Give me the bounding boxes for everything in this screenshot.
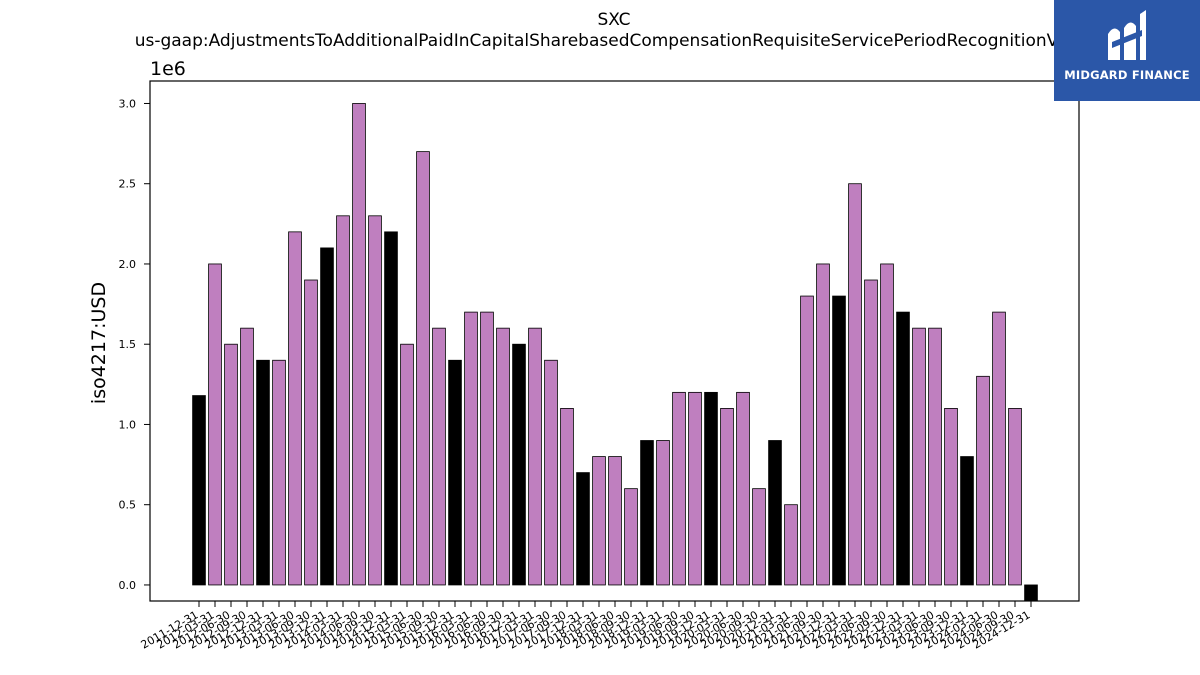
bar-2012-03-31 [208, 263, 222, 586]
y-tick-label: 3.0 [119, 97, 137, 110]
bar-2020-09-30 [752, 488, 766, 586]
bar-2023-12-31 [960, 456, 974, 586]
bar-2016-06-30 [480, 311, 494, 586]
bar-2021-03-31 [784, 504, 798, 586]
bar-2018-03-31 [592, 456, 606, 586]
bar-2020-06-30 [736, 391, 750, 586]
bar-2015-09-30 [432, 327, 446, 586]
bar-2018-09-30 [624, 488, 638, 586]
bar-2014-06-30 [352, 103, 366, 586]
bar-2014-09-30 [368, 215, 382, 586]
bar-2017-12-31 [576, 472, 590, 586]
bar-2021-06-30 [800, 295, 814, 586]
bar-2015-06-30 [416, 151, 430, 586]
bar-2013-06-30 [288, 231, 302, 586]
bar-2022-12-31 [896, 311, 910, 586]
y-axis-label: iso4217:USD [88, 282, 110, 404]
bar-2023-09-30 [944, 408, 958, 586]
bar-2012-12-31 [256, 359, 270, 586]
plot-frame [149, 80, 1080, 602]
midgard-logo-icon [1108, 10, 1146, 61]
bar-2023-06-30 [928, 327, 942, 586]
bar-2012-06-30 [224, 343, 238, 586]
bar-2023-03-31 [912, 327, 926, 586]
bar-2017-03-31 [528, 327, 542, 586]
bar-2014-03-31 [336, 215, 350, 586]
y-tick-label: 2.5 [119, 178, 137, 191]
bar-2016-09-30 [496, 327, 510, 586]
bar-2019-06-30 [672, 391, 686, 586]
bar-2016-12-31 [512, 343, 526, 586]
bar-2015-12-31 [448, 359, 462, 586]
chart-subtitle: us-gaap:AdjustmentsToAdditionalPaidInCap… [135, 31, 1094, 51]
bar-2014-12-31 [384, 231, 398, 586]
bar-2024-12-31 [1024, 584, 1038, 602]
x-axis-ticks: 2011-12-312012-03-312012-06-302012-09-30… [139, 601, 1033, 652]
bar-2019-09-30 [688, 391, 702, 586]
bar-2024-09-30 [1008, 408, 1022, 586]
y-axis-offset-label: 1e6 [150, 58, 186, 80]
bar-2018-12-31 [640, 440, 654, 586]
bar-2021-12-31 [832, 295, 846, 586]
chart-title: SXC [597, 10, 630, 30]
bar-2015-03-31 [400, 343, 414, 586]
bar-2021-09-30 [816, 263, 830, 586]
y-tick-label: 2.0 [119, 258, 137, 271]
bar-2022-06-30 [864, 279, 878, 586]
bar-2022-09-30 [880, 263, 894, 586]
bar-2011-12-31 [192, 395, 206, 586]
bar-2016-03-31 [464, 311, 478, 586]
bar-2019-03-31 [656, 440, 670, 586]
y-axis-ticks: 0.0 0.5 1.0 1.5 2.0 2.5 3.0 [119, 97, 150, 592]
bar-2019-12-31 [704, 391, 718, 586]
bar-2013-09-30 [304, 279, 318, 586]
y-tick-label: 0.5 [119, 499, 137, 512]
logo-text: MIDGARD FINANCE [1064, 68, 1190, 82]
bar-2012-09-30 [240, 327, 254, 586]
bar-2020-03-31 [720, 408, 734, 586]
bar-2017-09-30 [560, 408, 574, 586]
bar-2013-12-31 [320, 247, 334, 586]
bar-2018-06-30 [608, 456, 622, 586]
y-tick-label: 1.0 [119, 418, 137, 431]
bar-2022-03-31 [848, 183, 862, 586]
bar-series [192, 103, 1038, 602]
y-tick-label: 1.5 [119, 338, 137, 351]
bar-2013-03-31 [272, 359, 286, 586]
bar-2017-06-30 [544, 359, 558, 586]
bar-2020-12-31 [768, 440, 782, 586]
midgard-finance-logo: MIDGARD FINANCE [1054, 0, 1200, 101]
bar-2024-03-31 [976, 375, 990, 586]
bar-2024-06-30 [992, 311, 1006, 586]
y-tick-label: 0.0 [119, 579, 137, 592]
